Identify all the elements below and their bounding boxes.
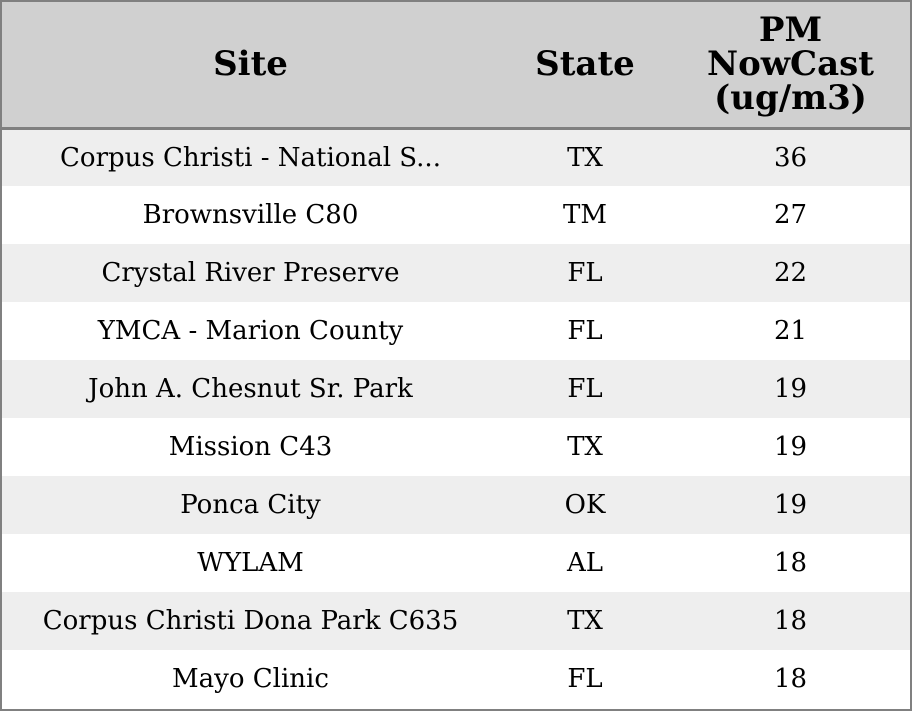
site-cell: WYLAM xyxy=(197,548,304,578)
state-cell: AL xyxy=(566,548,604,578)
pm-cell: 19 xyxy=(773,374,808,404)
pm-cell: 19 xyxy=(773,490,808,520)
state-cell: TM xyxy=(563,200,607,230)
table-row: Brownsville C80 TM 27 xyxy=(2,186,910,244)
site-cell: Mayo Clinic xyxy=(172,664,329,694)
pm-cell: 36 xyxy=(773,142,808,173)
state-cell: FL xyxy=(567,258,603,288)
table-row: WYLAM AL 18 xyxy=(2,534,910,592)
site-cell: Ponca City xyxy=(180,490,321,520)
site-cell: Brownsville C80 xyxy=(142,200,359,230)
pm-cell: 18 xyxy=(773,548,808,578)
state-cell: FL xyxy=(567,316,603,346)
header-row: Site State PM NowCast (ug/m3) xyxy=(2,2,910,130)
pm-cell: 18 xyxy=(773,606,808,636)
table-row: Crystal River Preserve FL 22 xyxy=(2,244,910,302)
table-row: John A. Chesnut Sr. Park FL 19 xyxy=(2,360,910,418)
site-cell: Crystal River Preserve xyxy=(101,258,400,288)
table-row: Ponca City OK 19 xyxy=(2,476,910,534)
column-header-state[interactable]: State xyxy=(499,2,671,130)
column-header-pm-nowcast[interactable]: PM NowCast (ug/m3) xyxy=(671,2,910,130)
site-cell: YMCA - Marion County xyxy=(97,316,404,346)
site-cell: Mission C43 xyxy=(168,432,333,462)
state-cell: TX xyxy=(567,432,603,462)
pm-header-line-3: (ug/m3) xyxy=(714,78,867,119)
pm-cell: 27 xyxy=(773,200,808,230)
state-cell: FL xyxy=(567,664,603,694)
column-header-site[interactable]: Site xyxy=(2,2,499,130)
table-row: Mayo Clinic FL 18 xyxy=(2,650,910,708)
table-row: Corpus Christi - National S... TX 36 xyxy=(2,128,910,186)
pm-cell: 19 xyxy=(773,432,808,462)
table-row: YMCA - Marion County FL 21 xyxy=(2,302,910,360)
state-cell: FL xyxy=(567,374,603,404)
table-row: Mission C43 TX 19 xyxy=(2,418,910,476)
pm-header-line-1: PM xyxy=(758,10,823,51)
pm-cell: 21 xyxy=(773,316,808,346)
state-cell: TX xyxy=(567,606,603,636)
table-row: Corpus Christi Dona Park C635 TX 18 xyxy=(2,592,910,650)
pm-cell: 18 xyxy=(773,664,808,694)
site-cell: John A. Chesnut Sr. Park xyxy=(88,374,413,404)
table-body: Corpus Christi - National S... TX 36 Bro… xyxy=(2,128,910,708)
pm-cell: 22 xyxy=(773,258,808,288)
state-cell: OK xyxy=(564,490,606,520)
table-header: Site State PM NowCast (ug/m3) xyxy=(2,2,910,130)
site-cell: Corpus Christi - National S... xyxy=(60,142,441,173)
site-cell: Corpus Christi Dona Park C635 xyxy=(42,606,459,636)
state-cell: TX xyxy=(567,142,603,173)
pm-header-line-2: NowCast xyxy=(707,44,874,85)
